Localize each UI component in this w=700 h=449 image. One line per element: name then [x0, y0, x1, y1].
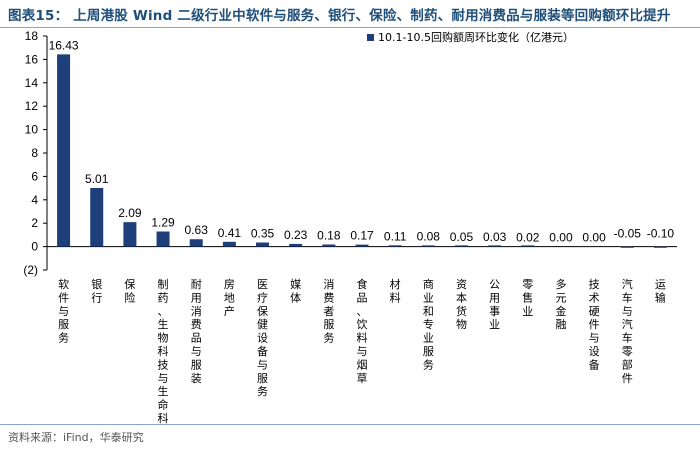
data-label: 0.11 — [384, 229, 407, 243]
category-label: 运输 — [655, 278, 666, 304]
data-label: 0.00 — [549, 231, 573, 245]
bar — [123, 222, 137, 247]
bar — [653, 246, 667, 248]
data-label: 1.29 — [151, 216, 175, 230]
data-label: 0.63 — [185, 223, 209, 237]
category-label: 资本货物 — [456, 278, 467, 331]
category-label: 医疗保健设备与服务 — [257, 278, 268, 398]
bar — [421, 245, 435, 247]
data-label: 5.01 — [85, 172, 109, 186]
bar — [322, 244, 336, 247]
bar — [289, 243, 303, 247]
bar — [189, 239, 203, 247]
category-label: 制药、生物科技与生命科学 — [158, 278, 169, 424]
bar — [222, 241, 236, 247]
y-tick-label: 14 — [25, 76, 39, 90]
y-tick-label: 8 — [31, 146, 38, 160]
source-divider — [0, 424, 700, 425]
y-axis: (2) 0 2 4 6 8 10 12 14 16 18 — [23, 29, 677, 277]
category-label: 多元金融 — [555, 277, 566, 331]
source-note: 资料来源：iFind，华泰研究 — [8, 431, 144, 444]
data-label: 16.43 — [49, 38, 79, 52]
title-divider — [0, 27, 700, 28]
data-label: 0.23 — [284, 228, 308, 242]
bar — [57, 54, 71, 247]
y-tick-label: 18 — [25, 29, 39, 43]
y-tick-label: 4 — [31, 193, 38, 207]
data-label: 0.18 — [317, 228, 341, 242]
category-label: 食品、饮料与烟草 — [357, 277, 368, 385]
bar — [90, 187, 104, 247]
category-label: 公用事业 — [489, 278, 500, 331]
y-tick-label: 16 — [25, 52, 39, 66]
bar — [256, 242, 270, 247]
bar — [388, 245, 402, 247]
data-label: 0.17 — [350, 229, 374, 243]
category-label: 媒体 — [290, 278, 301, 304]
y-tick-label: 12 — [25, 99, 39, 113]
bar — [620, 246, 634, 248]
category-label: 耐用消费品与服装 — [191, 278, 202, 385]
category-label: 银行 — [91, 277, 102, 304]
y-tick-label: 0 — [31, 240, 38, 254]
data-labels: 16.43 5.01 2.09 1.29 0.63 0.41 0.35 0.23 0.18 0.1… — [49, 38, 675, 244]
category-label: 汽车与汽车零部件 — [622, 277, 633, 385]
legend: 10.1-10.5回购额周环比变化（亿港元） — [367, 30, 574, 44]
bar-chart: (2) 0 2 4 6 8 10 12 14 16 18 16.43 5.01 2.09 1.29 0.63… — [23, 29, 677, 424]
category-label: 零售业 — [522, 278, 533, 318]
legend-label: 10.1-10.5回购额周环比变化（亿港元） — [378, 30, 574, 44]
bar — [488, 245, 502, 247]
y-tick-label: 6 — [31, 169, 38, 183]
category-label: 保险 — [124, 277, 135, 304]
bars — [57, 54, 667, 248]
data-label: 0.08 — [417, 230, 441, 244]
figure-title: 图表15： 上周港股 Wind 二级行业中软件与服务、银行、保险、制药、耐用消费… — [8, 8, 671, 24]
bar — [156, 231, 170, 247]
data-label: 2.09 — [118, 206, 142, 220]
category-label: 技术硬件与设备 — [589, 278, 600, 371]
legend-swatch — [367, 34, 374, 41]
bar — [355, 244, 369, 247]
data-label: 0.05 — [450, 230, 474, 244]
y-tick-label: (2) — [23, 263, 38, 277]
data-label: 0.02 — [516, 230, 540, 244]
bar — [454, 245, 468, 247]
category-label: 软件与服务 — [58, 277, 69, 345]
data-label: 0.03 — [483, 230, 507, 244]
bar — [521, 245, 535, 247]
category-label: 商业和专业服务 — [423, 277, 434, 371]
category-label: 材料 — [390, 277, 401, 304]
data-label: 0.41 — [218, 226, 242, 240]
data-label: 0.35 — [251, 227, 275, 241]
category-label: 房地产 — [224, 278, 235, 318]
data-label: -0.10 — [647, 227, 675, 241]
data-label: -0.05 — [614, 227, 642, 241]
y-tick-label: 10 — [25, 123, 39, 137]
data-label: 0.00 — [582, 231, 606, 245]
category-label: 消费者服务 — [323, 277, 334, 345]
y-tick-label: 2 — [31, 216, 38, 230]
